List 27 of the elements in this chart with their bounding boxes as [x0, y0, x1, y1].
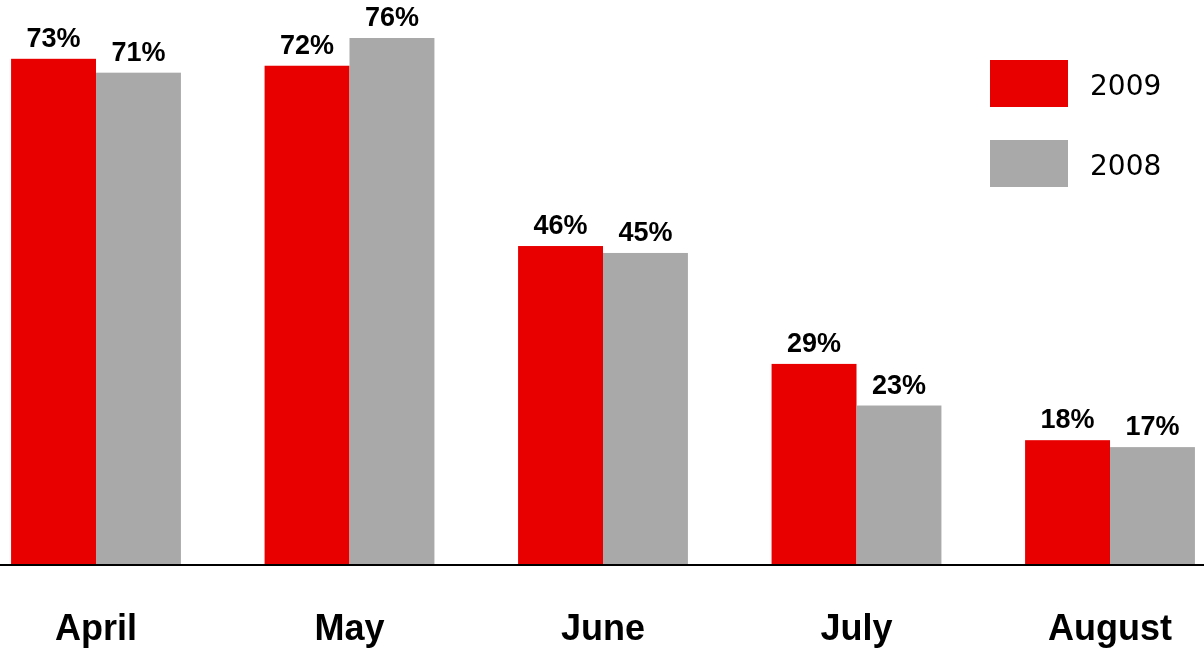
bar — [1110, 447, 1195, 565]
bar — [856, 405, 942, 565]
data-label: 17% — [1125, 411, 1180, 442]
bar — [1025, 440, 1110, 565]
data-label: 72% — [280, 29, 335, 60]
x-tick-label: May — [314, 607, 385, 648]
x-tick-label: August — [1048, 607, 1172, 648]
legend-label: 2008 — [1090, 149, 1162, 182]
data-label: 71% — [111, 36, 166, 67]
data-label: 23% — [871, 369, 926, 400]
x-tick-label: April — [54, 607, 137, 648]
bar — [603, 252, 688, 565]
bar — [264, 65, 350, 565]
bar — [11, 58, 96, 565]
bar — [349, 38, 435, 565]
data-label: 46% — [533, 210, 588, 241]
bar — [771, 363, 857, 565]
legend-label: 2009 — [1090, 69, 1162, 102]
data-label: 73% — [26, 22, 81, 53]
data-label: 76% — [364, 2, 419, 32]
bar — [518, 246, 603, 565]
data-label: 18% — [1040, 404, 1095, 435]
data-label: 29% — [787, 327, 842, 358]
x-tick-label: June — [560, 607, 646, 648]
data-label: 45% — [618, 216, 673, 247]
x-tick-label: July — [820, 607, 893, 648]
bar — [95, 72, 181, 565]
